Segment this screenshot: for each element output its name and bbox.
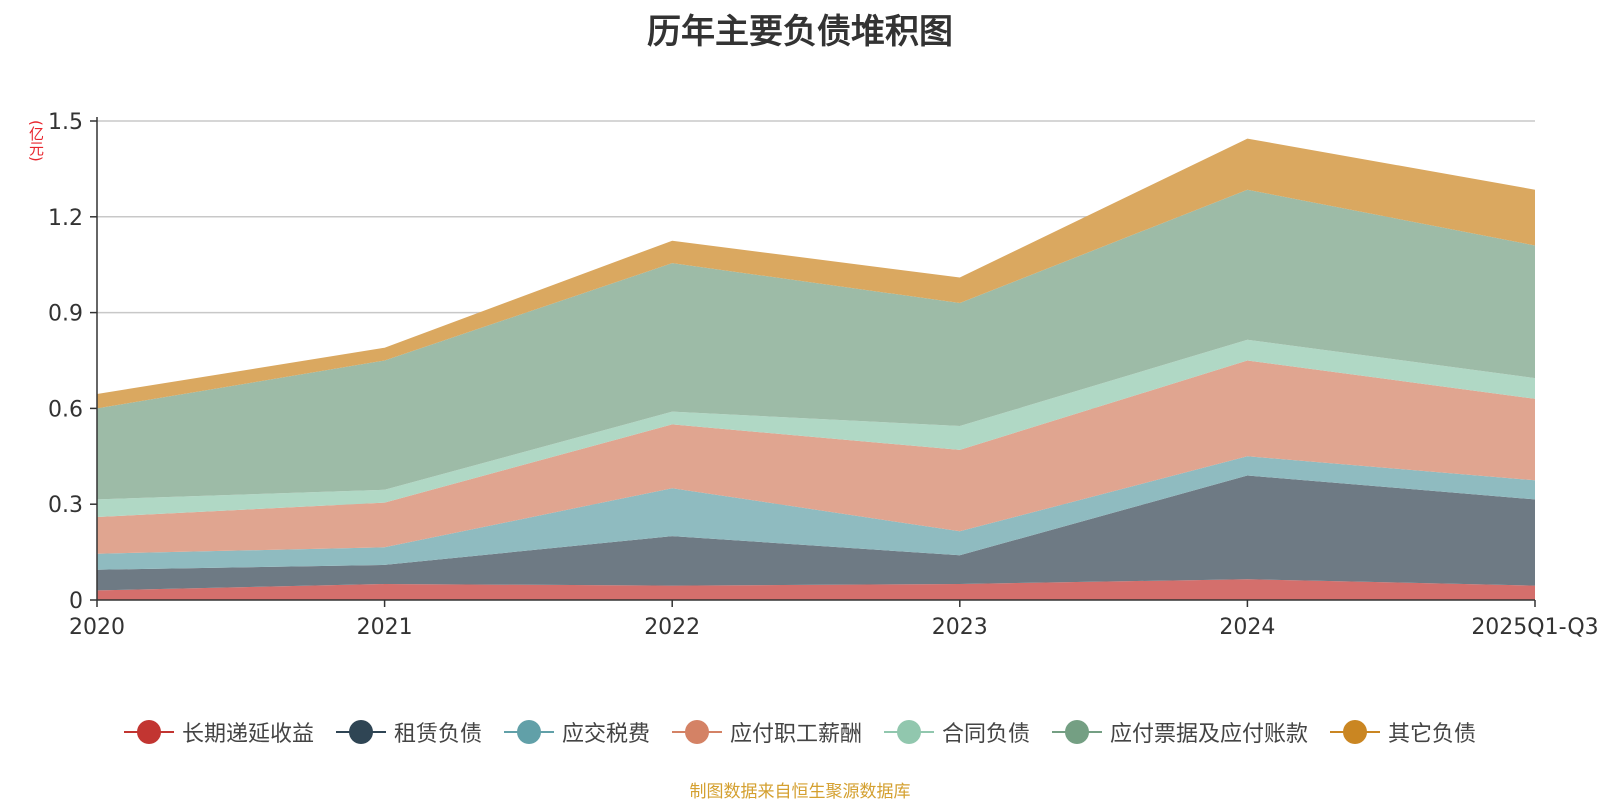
legend-marker-icon (1330, 720, 1381, 744)
y-tick-label: 0.6 (48, 397, 83, 422)
area-series-7 (97, 138, 1535, 409)
area-series-2 (97, 475, 1535, 591)
legend-marker-icon (503, 720, 554, 744)
legend-label: 应交税费 (561, 722, 650, 747)
legend-label: 租赁负债 (393, 722, 482, 747)
area-series-3 (97, 456, 1535, 570)
y-tick-label: 0.3 (48, 493, 83, 518)
legend-marker-icon (671, 720, 722, 744)
chart-title: 历年主要负债堆积图 (647, 12, 953, 52)
legend-marker-icon (123, 720, 174, 744)
legend-item[interactable]: 长期递延收益 (123, 716, 314, 748)
legend-marker-icon (1052, 720, 1103, 744)
area-series-5 (97, 339, 1535, 517)
source-note: 制图数据来自恒生聚源数据库 (689, 782, 911, 802)
area-series-1 (97, 579, 1535, 600)
x-tick-label: 2025Q1-Q3 (1471, 615, 1598, 640)
legend-marker-icon (884, 720, 934, 744)
legend-item[interactable]: 合同负债 (884, 716, 1030, 748)
x-tick-label: 2020 (69, 615, 125, 640)
y-tick-label: 0.9 (48, 302, 83, 327)
x-tick-label: 2024 (1219, 615, 1275, 640)
y-tick-label: 1.2 (48, 206, 83, 231)
legend-label: 长期递延收益 (181, 722, 314, 747)
x-tick-label: 2022 (644, 615, 700, 640)
legend-item[interactable]: 应交税费 (503, 716, 650, 748)
legend-label: 合同负债 (942, 722, 1031, 747)
legend: 长期递延收益 租赁负债 应交税费 应付职工薪酬 合同负债 应付票据及应付账款 其它负债 (0, 716, 1600, 748)
area-series-4 (97, 360, 1535, 554)
x-tick-label: 2021 (357, 615, 413, 640)
legend-label: 应付票据及应付账款 (1110, 722, 1309, 747)
area-series-group (97, 138, 1535, 600)
legend-marker-icon (335, 720, 386, 744)
legend-label: 应付职工薪酬 (729, 722, 862, 747)
axes: 0 0.3 0.6 0.9 1.2 1.5 2020 2021 2022 2023 2024 2025… (48, 110, 1599, 640)
legend-item[interactable]: 应付票据及应付账款 (1052, 716, 1308, 748)
y-axis-unit-label: (亿元) (27, 120, 45, 162)
area-series-6 (97, 189, 1535, 500)
x-tick-label: 2023 (932, 615, 988, 640)
legend-item[interactable]: 其它负债 (1330, 716, 1476, 748)
legend-label: 其它负债 (1388, 722, 1477, 747)
legend-item[interactable]: 应付职工薪酬 (671, 716, 862, 748)
y-tick-label: 1.5 (48, 110, 83, 135)
legend-item[interactable]: 租赁负债 (335, 716, 482, 748)
y-tick-label: 0 (69, 589, 83, 614)
